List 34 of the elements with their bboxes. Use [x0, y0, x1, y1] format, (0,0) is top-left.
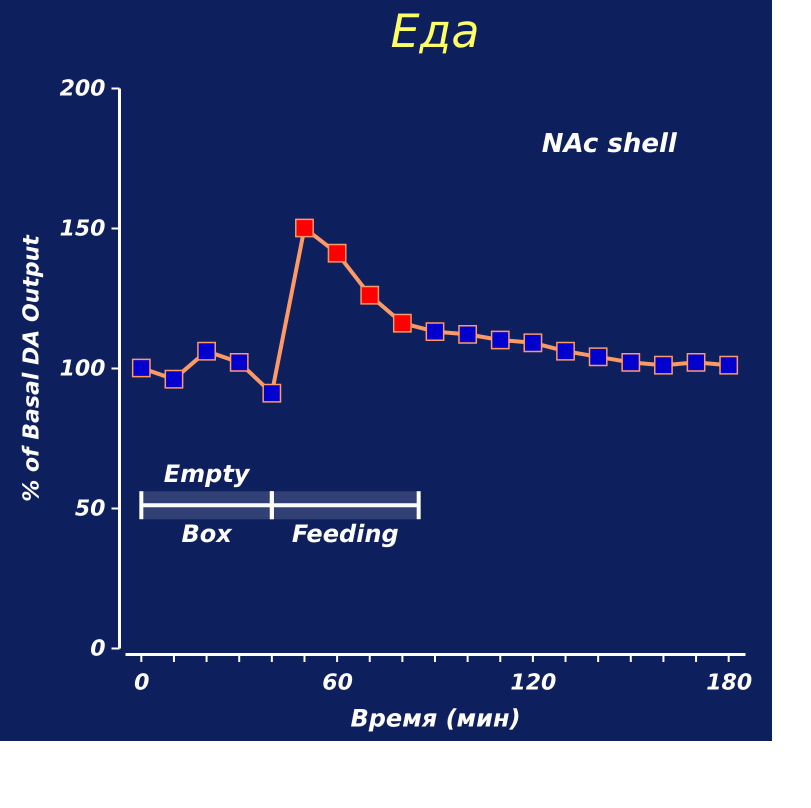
- y-tick-label: 50: [74, 496, 106, 522]
- point: [132, 358, 151, 378]
- point: [621, 352, 640, 372]
- chart-title: Еда: [390, 4, 480, 58]
- point: [328, 244, 347, 263]
- point: [164, 370, 184, 389]
- y-tick-label: 200: [60, 76, 106, 102]
- point: [556, 342, 575, 361]
- point: [392, 314, 412, 333]
- point: [197, 342, 216, 361]
- point: [458, 324, 478, 344]
- point: [230, 352, 249, 372]
- text: Empty Box: [164, 460, 250, 548]
- y-axis-title: % of Basal DA Output: [20, 234, 45, 502]
- point: [523, 333, 542, 352]
- x-tick-label: 60: [322, 670, 353, 696]
- point: [426, 322, 444, 342]
- x-axis-title: Время (мин): [350, 704, 521, 732]
- point: [295, 218, 314, 238]
- annotation: NAc shell: [542, 129, 678, 159]
- x-tick-label: 0: [134, 670, 150, 696]
- point: [654, 356, 673, 375]
- x-tick-label: 180: [706, 670, 752, 696]
- point: [588, 347, 608, 366]
- band-label: Feeding: [292, 520, 399, 548]
- point: [719, 356, 738, 375]
- point: [360, 286, 380, 305]
- y-tick-label: 100: [60, 356, 106, 382]
- x-tick-label: 120: [510, 670, 556, 696]
- point: [262, 384, 282, 403]
- point: [490, 330, 510, 350]
- y-tick-label: 150: [60, 216, 106, 242]
- point: [686, 352, 706, 372]
- y-tick-label: 0: [90, 636, 106, 662]
